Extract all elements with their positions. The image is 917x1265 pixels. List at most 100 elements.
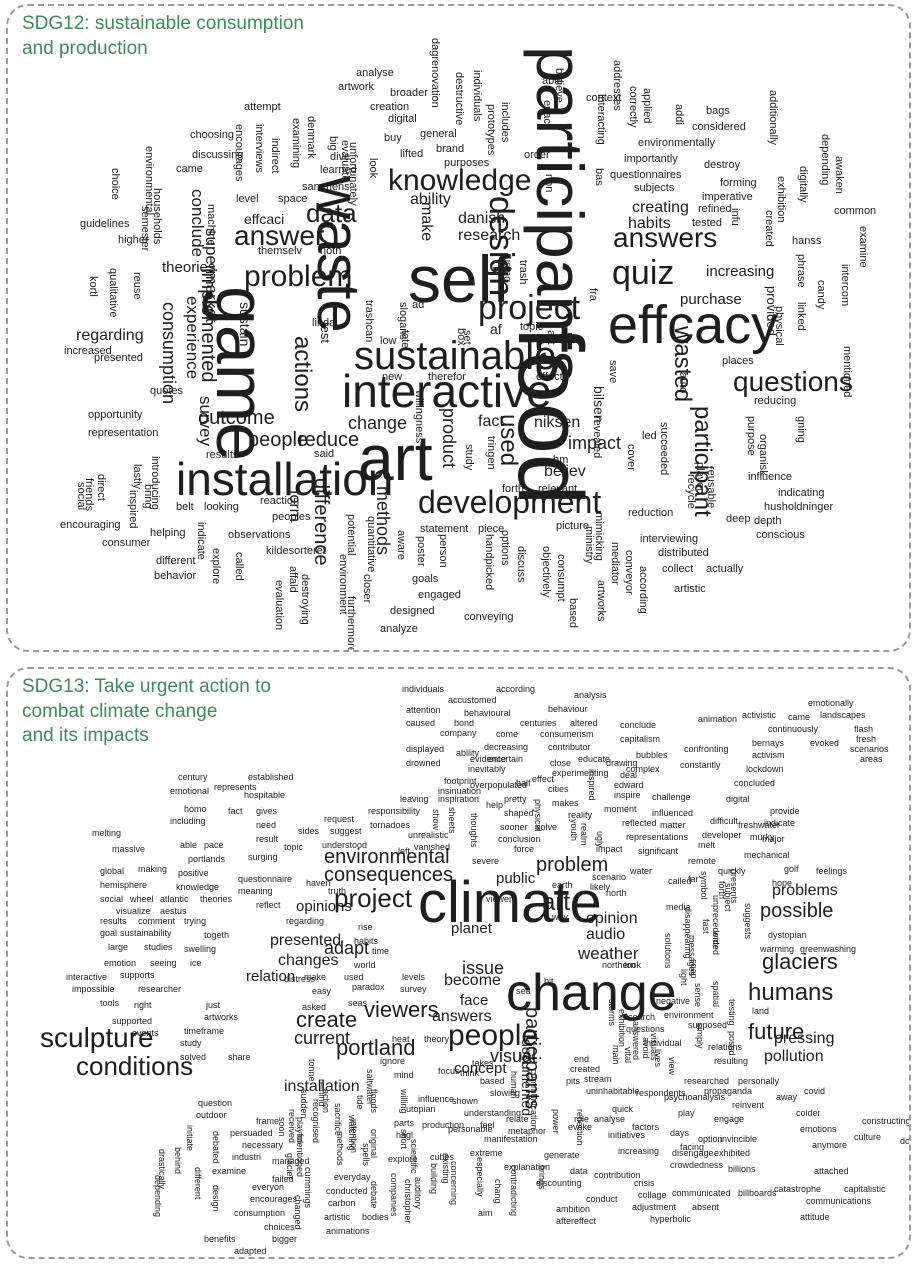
cloud-word: main	[611, 1045, 621, 1065]
cloud-word: aim	[478, 1208, 493, 1218]
cloud-word: inspired	[587, 769, 597, 801]
cloud-word: entertain	[488, 754, 524, 764]
cloud-word: christopher	[403, 1179, 413, 1224]
cloud-word: reduce	[298, 429, 360, 451]
cloud-word: hemisphere	[100, 880, 148, 890]
cloud-word: footprint	[444, 776, 477, 786]
cloud-word: positive	[178, 868, 209, 878]
cloud-word: crisis	[634, 1178, 655, 1188]
cloud-word: way	[552, 912, 569, 922]
cloud-word: concept	[454, 1060, 507, 1077]
cloud-word: confronting	[684, 744, 729, 754]
cloud-word: choosing	[190, 129, 235, 141]
cloud-word: truth	[328, 886, 347, 896]
cloud-word: paradox	[352, 982, 385, 992]
cloud-word: analysis	[574, 690, 607, 700]
cloud-word: solve	[536, 822, 558, 832]
cloud-word: soap	[689, 959, 699, 979]
cloud-word: problems	[772, 882, 838, 899]
cloud-word: organisk	[757, 434, 769, 476]
cloud-word: addi	[673, 104, 685, 125]
cloud-word: answers	[432, 1008, 492, 1025]
cloud-word: engage	[714, 1114, 745, 1124]
cloud-word: pollution	[764, 1048, 824, 1065]
cloud-word: activistic	[742, 710, 777, 720]
cloud-word: objectively	[540, 546, 552, 598]
cloud-word: evaluation	[273, 580, 285, 631]
cloud-word: look	[367, 158, 379, 179]
cloud-word: examine	[212, 1166, 247, 1176]
cloud-word: catastrophe	[774, 1184, 822, 1194]
cloud-word: installation	[284, 1078, 360, 1095]
cloud-word: sammens	[302, 181, 350, 193]
cloud-word: changed	[293, 1195, 303, 1230]
cloud-word: exhibition	[775, 176, 787, 223]
cloud-word: furthermore	[345, 596, 357, 652]
cloud-word: bodies	[362, 1212, 389, 1222]
cloud-word: individuals	[471, 70, 483, 122]
cloud-word: created	[570, 1064, 601, 1074]
cloud-word: survey	[196, 396, 215, 447]
cloud-word: knowledge	[176, 882, 220, 892]
cloud-word: surging	[248, 852, 278, 862]
cloud-word: presented	[94, 352, 143, 364]
cloud-word: company	[440, 728, 477, 738]
cloud-word: makes	[552, 798, 579, 808]
cloud-word: aestus	[160, 906, 187, 916]
cloud-word: mimicking	[593, 512, 605, 561]
cloud-word: audio	[586, 926, 626, 943]
cloud-word: kildesorteret	[266, 545, 326, 557]
cloud-word: centuries	[520, 718, 557, 728]
cloud-word: design	[211, 1185, 221, 1212]
cloud-word: phrase	[795, 254, 807, 288]
cloud-word: don	[900, 1136, 911, 1146]
cloud-word: opinion	[586, 910, 638, 927]
cloud-word: learned	[320, 164, 357, 176]
cloud-word: ignore	[380, 1056, 406, 1066]
cloud-word: encourages	[250, 1194, 298, 1204]
cloud-word: broader	[390, 87, 428, 99]
cloud-word: goals	[412, 573, 439, 585]
cloud-word: prototypes	[485, 104, 497, 156]
cloud-word: creating	[632, 199, 689, 216]
cloud-word: outdoor	[196, 1110, 227, 1120]
cloud-word: new	[382, 371, 403, 383]
cloud-word: represents	[214, 782, 257, 792]
cloud-word: research	[458, 227, 521, 244]
cloud-word: product	[439, 408, 459, 469]
cloud-word: supported	[112, 1016, 153, 1026]
cloud-word: seas	[348, 998, 368, 1008]
cloud-word: extreme	[470, 1148, 503, 1158]
cloud-word: shaped	[504, 808, 534, 818]
cloud-word: emotionally	[808, 698, 854, 708]
cloud-word: trying	[184, 916, 207, 926]
cloud-word: problem	[536, 854, 609, 876]
cloud-word: destructive	[453, 72, 465, 126]
cloud-word: husholdninger	[764, 501, 834, 513]
cloud-word: issue	[462, 958, 505, 978]
cloud-word: creation	[370, 101, 410, 113]
cloud-word: metaphor	[508, 1126, 547, 1136]
cloud-word: interviews	[253, 124, 265, 173]
cloud-word: purposes	[444, 157, 490, 169]
cloud-word: homo	[184, 804, 207, 814]
cloud-word: accustomed	[448, 695, 497, 705]
cloud-word: using	[501, 256, 513, 283]
cloud-word: water	[630, 866, 653, 876]
cloud-word: disengage	[672, 1148, 714, 1158]
cloud-word: choices	[264, 1222, 295, 1232]
cloud-word: visuals	[649, 1033, 659, 1061]
cloud-word: forming	[720, 177, 757, 189]
cloud-word: exhibition	[617, 1009, 627, 1048]
cloud-word: mind	[394, 1070, 414, 1080]
cloud-word: ad	[412, 299, 425, 311]
cloud-word: colder	[796, 1108, 821, 1118]
cloud-word: view	[667, 1057, 677, 1076]
cloud-word: research	[620, 1012, 656, 1022]
cloud-word: invincible	[720, 1134, 758, 1144]
cloud-word: gives	[256, 806, 278, 816]
cloud-word: come	[496, 729, 519, 739]
cloud-word: cities	[548, 784, 569, 794]
cloud-word: digital	[388, 113, 417, 125]
cloud-word: tools	[100, 998, 120, 1008]
